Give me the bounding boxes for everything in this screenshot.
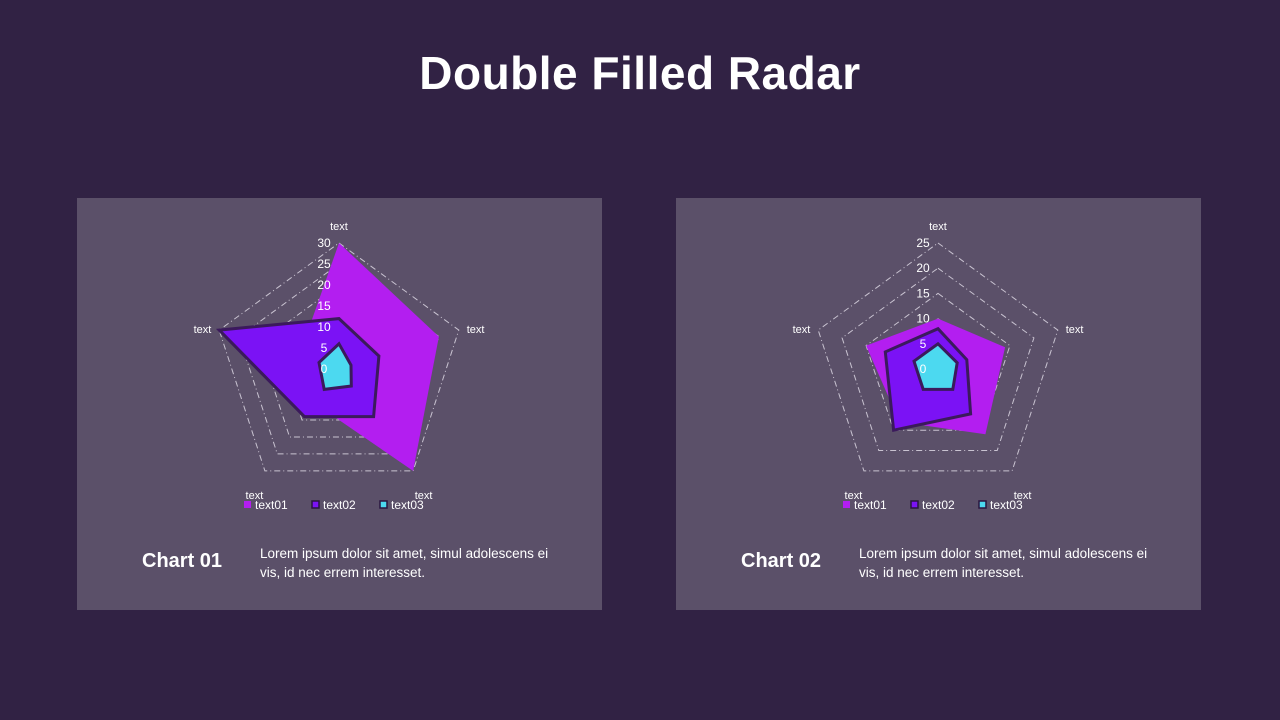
legend-swatch-text01	[244, 501, 251, 508]
tick-label-15: 15	[317, 299, 331, 313]
chart-description-2: Lorem ipsum dolor sit amet, simul adoles…	[859, 546, 1148, 580]
chart-card-2: 0 5 10 15 20 25 text text text text text text01 text…	[676, 198, 1201, 610]
legend-label-text03: text03	[990, 498, 1023, 512]
category-label-4: text	[194, 324, 212, 336]
tick-label-10: 10	[317, 320, 331, 334]
tick-label-25: 25	[317, 257, 331, 271]
legend-label-text02: text02	[323, 498, 356, 512]
page-title: Double Filled Radar	[419, 47, 861, 99]
series-text02-area	[215, 317, 381, 419]
tick-label-30: 30	[317, 236, 331, 250]
chart-description-1: Lorem ipsum dolor sit amet, simul adoles…	[260, 546, 549, 580]
tick-label-0: 0	[321, 362, 328, 376]
category-label-2: text	[415, 490, 433, 502]
series-text03-area	[912, 341, 959, 391]
legend-item-text03: text03	[379, 498, 424, 512]
legend-label-text03: text03	[391, 498, 424, 512]
category-label-3: text	[845, 490, 863, 502]
category-label-2: text	[1014, 490, 1032, 502]
category-label-0: text	[330, 221, 348, 233]
grid-ring-15	[865, 292, 1011, 431]
grid-ring-25	[238, 263, 440, 455]
tick-label-5: 5	[920, 337, 927, 351]
legend-item-text03: text03	[978, 498, 1023, 512]
legend-item-text01: text01	[244, 498, 288, 512]
legend-item-text01: text01	[843, 498, 887, 512]
legend-item-text02: text02	[311, 498, 356, 512]
tick-label-5: 5	[321, 341, 328, 355]
tick-label-25: 25	[916, 236, 930, 250]
category-label-0: text	[929, 221, 947, 233]
series-text03-area	[317, 341, 353, 392]
tick-label-20: 20	[916, 261, 930, 275]
tick-label-0: 0	[920, 362, 927, 376]
legend-label-text02: text02	[922, 498, 955, 512]
chart-label-1: Chart 01	[142, 550, 223, 572]
legend-swatch-text03	[978, 500, 987, 509]
category-label-4: text	[793, 324, 811, 336]
legend-swatch-text02	[910, 500, 919, 509]
chart-card-1: 0 5 10 15 20 25 30 text text text text text text01 te…	[77, 198, 602, 610]
category-label-1: text	[1066, 324, 1084, 336]
tick-label-15: 15	[916, 286, 930, 300]
category-label-3: text	[246, 490, 264, 502]
tick-label-10: 10	[916, 312, 930, 326]
legend-swatch-text02	[311, 500, 320, 509]
category-label-1: text	[467, 324, 485, 336]
legend-item-text02: text02	[910, 498, 955, 512]
legend-label-text01: text01	[255, 498, 288, 512]
tick-label-20: 20	[317, 278, 331, 292]
chart-label-2: Chart 02	[741, 550, 822, 572]
legend-swatch-text03	[379, 500, 388, 509]
legend-swatch-text01	[843, 501, 850, 508]
legend-label-text01: text01	[854, 498, 887, 512]
